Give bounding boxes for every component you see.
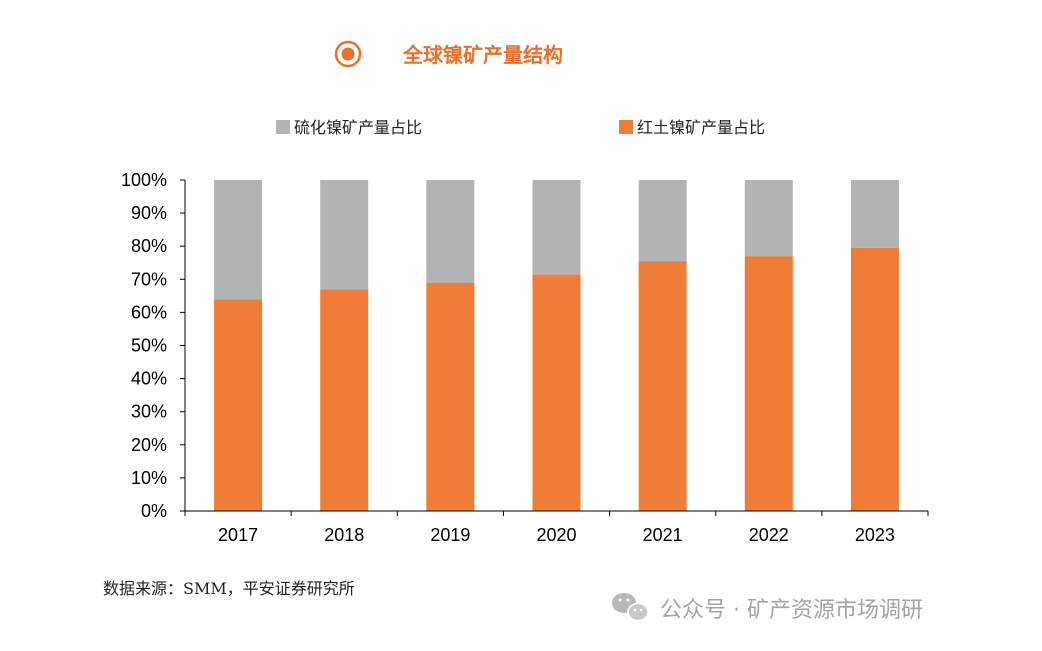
bar-laterite-2020 [532, 274, 581, 511]
x-tick-label: 2023 [855, 525, 895, 545]
x-tick-label: 2019 [430, 525, 470, 545]
y-tick-label: 30% [131, 402, 167, 422]
x-tick-label: 2017 [218, 525, 258, 545]
y-axis: 0% 10% 20% 30% 40% 50% 60% 70% 80% 90% 100% [121, 170, 186, 521]
chart-title: 全球镍矿产量结构 [402, 43, 563, 67]
y-tick-label: 80% [131, 236, 167, 256]
y-tick-label: 70% [131, 269, 167, 289]
bar-laterite-2022 [744, 256, 793, 511]
watermark: 公众号 · 矿产资源市场调研 [612, 593, 923, 623]
x-tick-label: 2021 [643, 525, 683, 545]
bar-sulfide-2019 [426, 180, 475, 283]
bar-laterite-2019 [426, 282, 475, 511]
bar-sulfide-2023 [850, 180, 899, 248]
x-tick-label: 2022 [749, 525, 789, 545]
y-tick-label: 0% [141, 501, 167, 521]
legend: 硫化镍矿产量占比 红土镍矿产量占比 [276, 118, 765, 137]
wechat-icon [612, 593, 649, 622]
y-tick-label: 10% [131, 468, 167, 488]
bar-laterite-2023 [850, 247, 899, 511]
bar-laterite-2018 [320, 289, 369, 511]
bar-sulfide-2021 [638, 180, 687, 262]
x-axis: 2017 2018 2019 2020 2021 2022 2023 [184, 510, 929, 545]
y-tick-label: 50% [131, 336, 167, 356]
legend-swatch-sulfide [276, 120, 290, 134]
bar-sulfide-2017 [214, 180, 263, 300]
bar-sulfide-2020 [532, 180, 581, 275]
bar-laterite-2017 [214, 299, 263, 511]
bar-sulfide-2022 [744, 180, 793, 257]
legend-swatch-laterite [619, 120, 633, 134]
bars-group [214, 180, 899, 511]
x-tick-label: 2020 [536, 525, 576, 545]
legend-label-laterite: 红土镍矿产量占比 [637, 118, 765, 137]
y-tick-label: 60% [131, 302, 167, 322]
bar-sulfide-2018 [320, 180, 369, 290]
title-marker-icon [334, 40, 362, 68]
watermark-text: 公众号 · 矿产资源市场调研 [660, 598, 923, 623]
y-tick-label: 20% [131, 435, 167, 455]
y-tick-label: 40% [131, 369, 167, 389]
legend-label-sulfide: 硫化镍矿产量占比 [294, 118, 422, 137]
y-tick-label: 90% [131, 203, 167, 223]
source-note: 数据来源：SMM，平安证券研究所 [103, 579, 355, 598]
bar-laterite-2021 [638, 261, 687, 511]
y-tick-label: 100% [121, 170, 167, 190]
x-tick-label: 2018 [324, 525, 364, 545]
